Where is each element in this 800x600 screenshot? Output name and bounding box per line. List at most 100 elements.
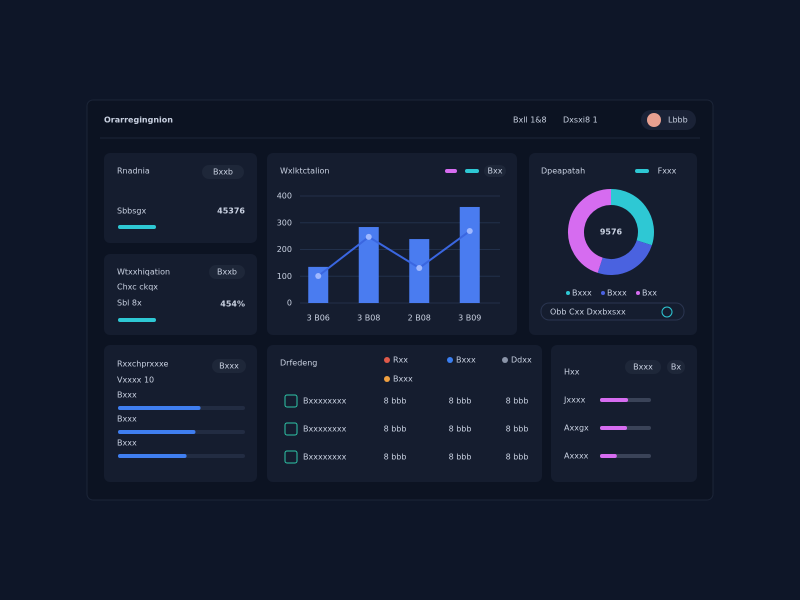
bar [308, 266, 329, 303]
line-point [416, 264, 423, 271]
bar [459, 206, 480, 303]
cell: 8 bbb [384, 453, 407, 462]
badge-label: Bxx [488, 167, 503, 176]
column-dot [384, 357, 390, 363]
rank-bar [600, 454, 617, 458]
cell: Bxxxxxxxx [303, 397, 347, 406]
user-name: Lbbb [668, 116, 688, 125]
badge [484, 165, 506, 177]
button [209, 265, 245, 279]
button-label[interactable]: Bxxx [633, 363, 653, 372]
column-dot [384, 376, 390, 382]
stat-label: Chxc ckqx [117, 283, 158, 292]
card [267, 345, 542, 482]
progress-bar [118, 406, 201, 410]
donut-segment [568, 189, 612, 273]
y-tick-label: 200 [277, 245, 292, 254]
bar [409, 239, 430, 303]
stat-label: Sbl 8x [117, 299, 142, 308]
button [202, 165, 244, 179]
card-title: Rxxchprxxxe [117, 360, 168, 369]
card [267, 153, 517, 335]
bar [358, 227, 379, 303]
accent-bar [118, 318, 156, 322]
card-title: Wtxxhiqation [117, 268, 170, 277]
cell: 8 bbb [506, 453, 529, 462]
card-title: Drfedeng [280, 359, 317, 368]
cell: 8 bbb [384, 425, 407, 434]
footer-pill [540, 302, 685, 321]
column-header: Bxxx [393, 375, 413, 384]
cell: 8 bbb [506, 397, 529, 406]
legend-label: Bxx [642, 289, 657, 298]
button [625, 360, 661, 374]
row-icon [284, 450, 298, 464]
cell: 8 bbb [449, 397, 472, 406]
row-icon [284, 422, 298, 436]
card-title: Rnadnia [117, 167, 150, 176]
y-tick-label: 300 [277, 218, 292, 227]
line-point [466, 228, 473, 235]
legend-label: Bxxx [572, 289, 592, 298]
y-tick-label: 400 [277, 192, 292, 201]
rank-bar [600, 426, 628, 430]
row-label: Bxxx [117, 391, 137, 400]
column-dot [447, 357, 453, 363]
rank-bar [600, 398, 629, 402]
button [212, 359, 246, 373]
y-tick-label: 100 [277, 272, 292, 281]
line [317, 230, 471, 277]
row-label: Bxxx [117, 439, 137, 448]
card-title: Dpeapatah [541, 167, 585, 176]
card-title: Wxlktctalion [280, 167, 329, 176]
row-label: Bxxx [117, 415, 137, 424]
legend-chip [465, 169, 479, 173]
row-label: Axxxx [564, 452, 589, 461]
legend-dot [566, 291, 570, 295]
donut-segment [610, 189, 654, 246]
x-tick-label: 3 B08 [357, 314, 380, 323]
x-tick-label: 3 B09 [458, 314, 481, 323]
card [104, 345, 257, 482]
card [551, 345, 697, 482]
button-label[interactable]: Bx [671, 363, 681, 372]
footer-label: Obb Cxx Dxxbxsxx [550, 308, 626, 317]
progress-bar [118, 454, 187, 458]
button-label[interactable]: Bxxx [219, 362, 239, 371]
legend-dot [601, 291, 605, 295]
stat-value: 454% [220, 300, 245, 309]
nav-link: Dxsxi8 1 [563, 116, 598, 125]
column-header: Rxx [393, 356, 408, 365]
row-label: Jxxxx [563, 396, 586, 405]
button-label[interactable]: Bxxb [213, 168, 233, 177]
donut-center: 9576 [600, 228, 623, 237]
card-title: Hxx [564, 368, 580, 377]
x-tick-label: 2 B08 [408, 314, 431, 323]
badge-label: Fxxx [658, 167, 677, 176]
card-subtitle: Vxxxx 10 [117, 376, 154, 385]
legend-chip [635, 169, 649, 173]
toggle[interactable] [661, 306, 673, 318]
legend-dot [636, 291, 640, 295]
cell: Bxxxxxxxx [303, 425, 347, 434]
nav-link: Bxll 1&8 [513, 116, 547, 125]
cell: Bxxxxxxxx [303, 453, 347, 462]
line-point [315, 272, 322, 279]
column-header: Bxxx [456, 356, 476, 365]
legend-label: Bxxx [607, 289, 627, 298]
donut-segment [597, 239, 652, 275]
y-tick-label: 0 [287, 299, 292, 308]
card [529, 153, 697, 335]
x-tick-label: 3 B06 [307, 314, 330, 323]
legend-chip [445, 169, 457, 173]
line-point [365, 233, 372, 240]
avatar [647, 113, 661, 127]
row-icon [284, 394, 298, 408]
button-label[interactable]: Bxxb [217, 268, 237, 277]
cell: 8 bbb [449, 425, 472, 434]
accent-bar [118, 225, 156, 229]
app-title: Orarregingnion [104, 116, 173, 125]
cell: 8 bbb [506, 425, 529, 434]
row-label: Axxgx [564, 424, 589, 433]
